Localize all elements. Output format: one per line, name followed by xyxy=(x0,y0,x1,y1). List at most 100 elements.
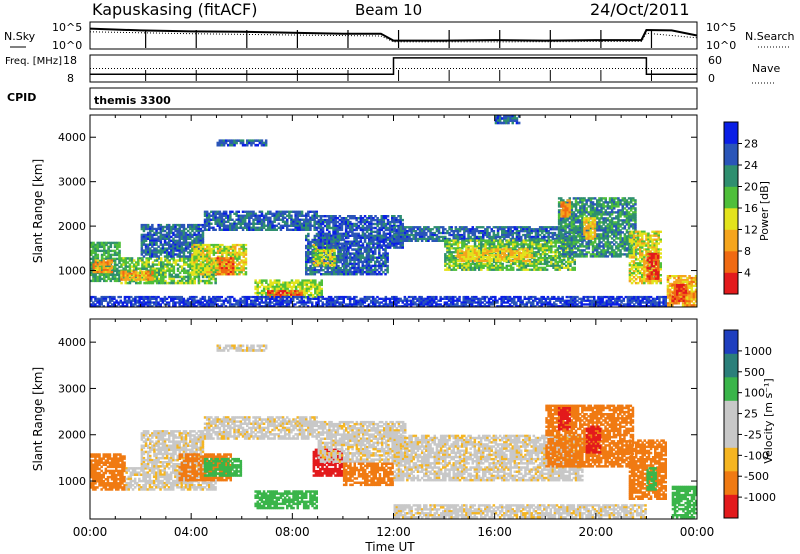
power-cell xyxy=(220,263,224,266)
power-cell xyxy=(90,271,93,275)
power-cell xyxy=(210,267,213,270)
power-cell xyxy=(309,283,313,287)
power-cell xyxy=(153,249,156,252)
power-cell xyxy=(384,244,388,247)
power-cell xyxy=(128,269,132,272)
power-cell xyxy=(298,224,302,227)
power-cell xyxy=(164,273,167,277)
power-cell xyxy=(370,242,373,245)
power-cell xyxy=(344,244,348,247)
power-cell xyxy=(369,268,373,272)
power-cell xyxy=(368,222,371,226)
power-cell xyxy=(168,275,171,279)
power-cell xyxy=(338,228,342,232)
power-cell xyxy=(318,252,322,255)
power-cell xyxy=(480,239,483,242)
power-cell xyxy=(260,228,264,231)
power-cell xyxy=(444,237,447,241)
power-cell xyxy=(189,233,192,237)
power-cell xyxy=(165,231,169,235)
power-cell xyxy=(221,255,224,258)
power-cell xyxy=(137,263,140,266)
power-cell xyxy=(334,218,337,222)
power-cell xyxy=(271,285,274,289)
power-cell xyxy=(151,272,154,275)
power-cell xyxy=(386,228,390,232)
power-cell xyxy=(220,269,224,272)
power-cell xyxy=(225,247,228,251)
power-cell xyxy=(227,247,230,251)
power-cell xyxy=(248,220,251,223)
power-cell xyxy=(126,276,129,279)
power-cell xyxy=(252,226,255,229)
power-cell xyxy=(258,218,262,221)
power-cell xyxy=(269,285,272,289)
power-cell xyxy=(262,285,266,289)
power-cell xyxy=(222,224,226,227)
power-cell xyxy=(357,240,360,243)
power-cell xyxy=(294,210,297,213)
power-cell xyxy=(182,227,186,231)
power-cell xyxy=(292,210,295,213)
power-cell xyxy=(349,268,352,272)
power-cell xyxy=(242,243,245,247)
power-cell xyxy=(262,220,266,223)
power-cell xyxy=(176,229,179,233)
power-cell xyxy=(332,244,335,247)
power-cell xyxy=(201,275,205,279)
power-cell xyxy=(311,218,314,221)
power-cell xyxy=(172,281,176,285)
power-cell xyxy=(212,271,216,274)
power-cell xyxy=(98,273,102,277)
power-cell xyxy=(214,265,218,268)
power-cell xyxy=(170,267,173,270)
power-cell xyxy=(107,255,110,259)
power-cell xyxy=(216,267,220,270)
power-cell xyxy=(224,216,228,219)
power-cell xyxy=(332,271,336,274)
power-cell xyxy=(365,226,369,230)
power-cell xyxy=(221,249,224,252)
power-cell xyxy=(172,225,175,229)
power-cell xyxy=(378,234,381,237)
power-cell xyxy=(206,265,209,268)
power-cell xyxy=(290,216,293,219)
power-cell xyxy=(427,237,430,241)
power-cell xyxy=(281,290,285,293)
power-cell xyxy=(367,268,371,272)
power-cell xyxy=(222,212,226,215)
power-cell xyxy=(201,269,205,272)
power-cell xyxy=(260,283,264,287)
power-cell xyxy=(229,216,232,219)
power-cell xyxy=(287,291,291,295)
power-cell xyxy=(220,228,224,231)
power-cell xyxy=(318,289,321,293)
power-cell xyxy=(126,257,130,260)
power-cell xyxy=(94,263,97,266)
power-cell xyxy=(288,283,291,287)
power-cell xyxy=(205,224,209,227)
power-cell xyxy=(384,215,388,218)
power-cell xyxy=(146,249,150,252)
power-cell xyxy=(288,289,291,293)
power-cell xyxy=(271,281,274,284)
power-cell xyxy=(210,259,213,262)
power-cell xyxy=(371,264,375,268)
power-cell xyxy=(120,272,123,275)
power-cell xyxy=(162,261,165,264)
power-cell xyxy=(376,238,379,241)
power-cell xyxy=(550,251,553,254)
power-cell xyxy=(176,241,179,244)
power-cell xyxy=(370,218,373,222)
power-cell xyxy=(347,268,350,272)
power-cell xyxy=(105,275,108,279)
power-cell xyxy=(149,227,152,231)
power-cell xyxy=(220,212,224,215)
power-cell xyxy=(382,252,385,255)
power-cell xyxy=(349,244,352,247)
power-cell xyxy=(144,223,148,227)
power-cell xyxy=(176,273,180,277)
power-cell xyxy=(250,210,253,213)
power-cell xyxy=(351,228,354,232)
power-cell xyxy=(144,233,148,237)
